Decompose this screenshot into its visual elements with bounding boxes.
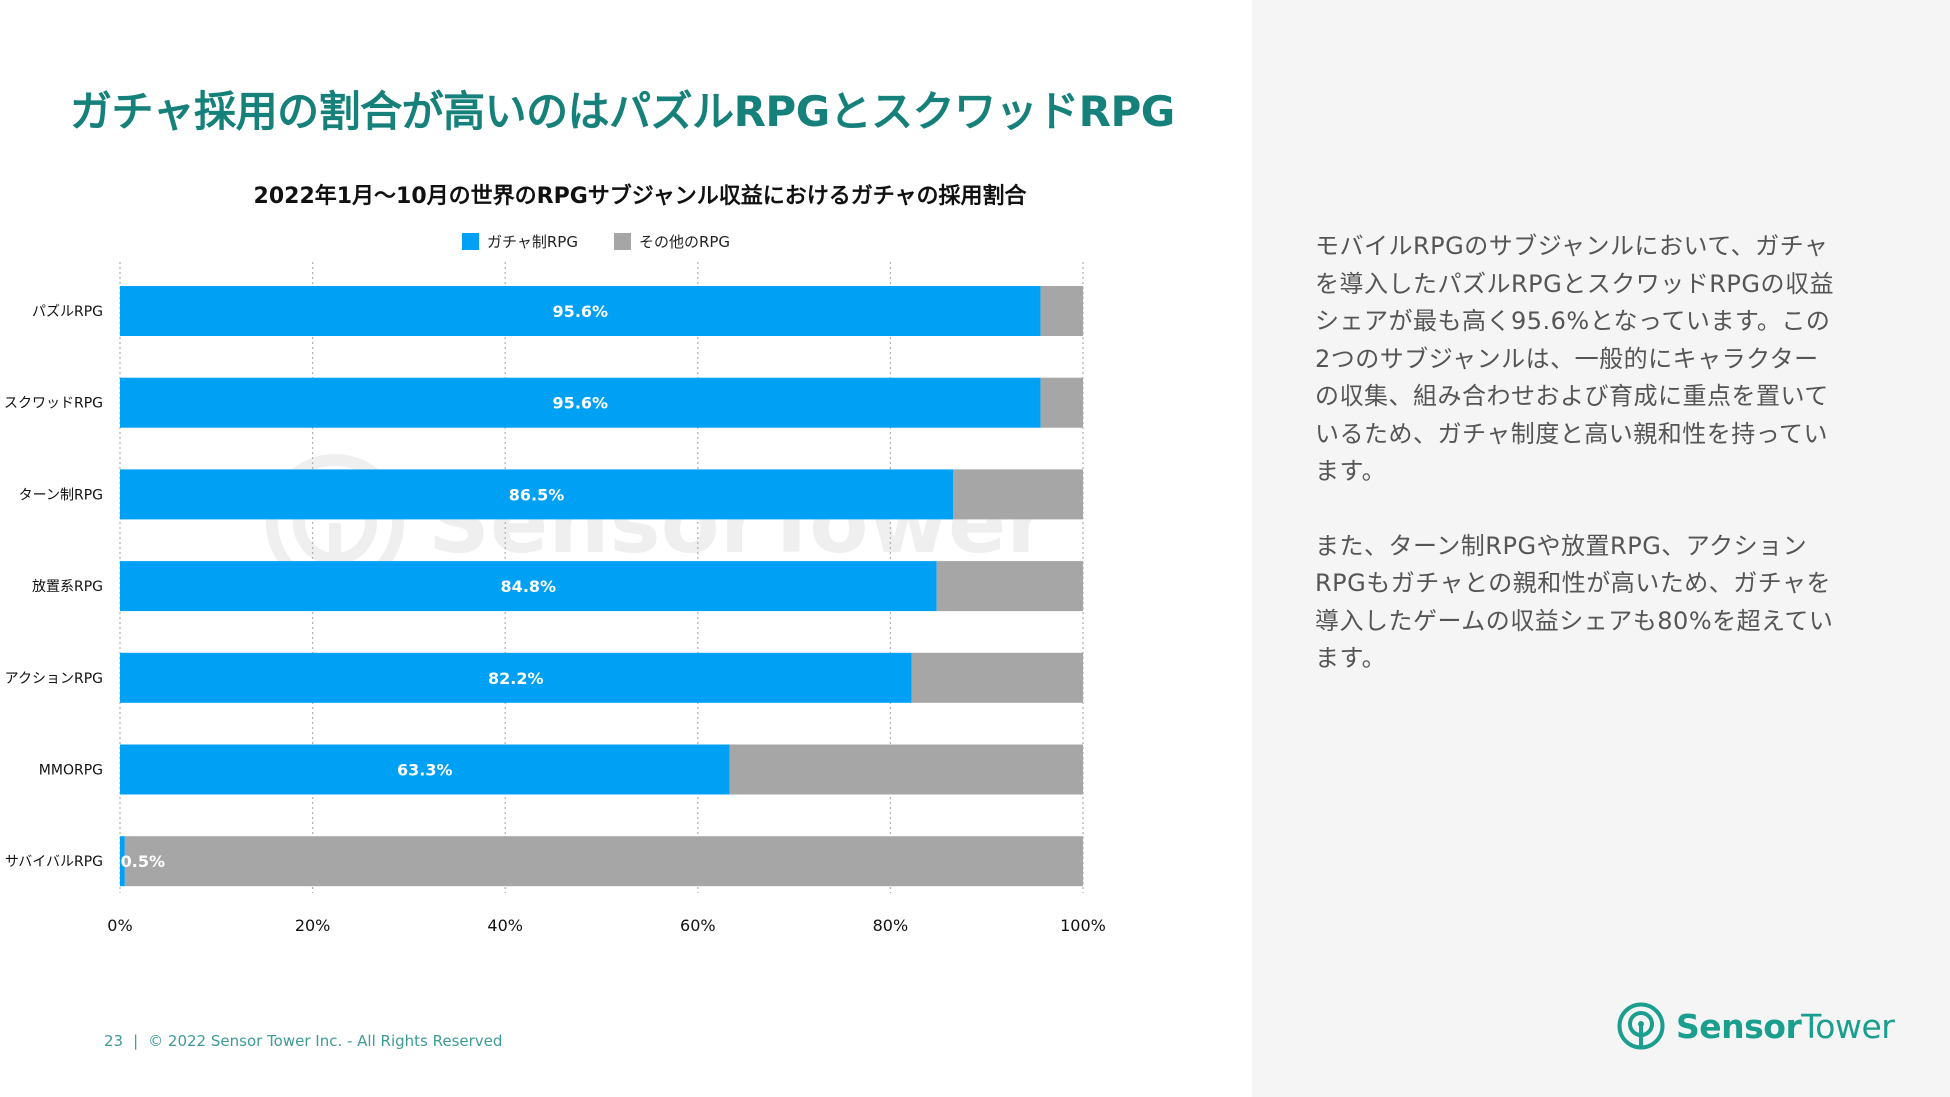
category-label: スクワッドRPG (4, 396, 103, 412)
legend-item-other: その他のRPG (613, 231, 731, 252)
bar-other (936, 561, 1083, 612)
bar-other (1040, 286, 1083, 336)
bar-gacha (120, 286, 1041, 336)
x-tick-label: 80% (873, 916, 909, 935)
chart-legend: ガチャ制RPG その他のRPG (462, 230, 730, 252)
x-tick-label: 60% (680, 916, 716, 935)
legend-swatch-gacha (462, 232, 479, 250)
legend-label-other: その他のRPG (638, 232, 731, 251)
category-label: パズルRPG (32, 304, 103, 320)
data-label: 95.6% (553, 302, 609, 321)
x-tick-label: 20% (295, 916, 331, 935)
page-title: ガチャ採用の割合が高いのはパズルRPGとスクワッドRPG (70, 87, 1175, 136)
category-label: ターン制RPG (19, 487, 103, 503)
bar-other (729, 744, 1083, 795)
bar-gacha (120, 744, 730, 795)
bar-gacha (120, 836, 125, 887)
x-tick-label: 0% (107, 916, 132, 935)
legend-label-gacha: ガチャ制RPG (487, 232, 578, 251)
bar-gacha (120, 377, 1041, 428)
bar-gacha (120, 469, 953, 520)
bar-other (952, 469, 1083, 520)
category-label: サバイバルRPG (5, 854, 103, 870)
category-label: 放置系RPG (32, 579, 103, 595)
bar-other (911, 652, 1083, 703)
bar-other (1040, 377, 1083, 428)
data-label: 63.3% (397, 761, 453, 780)
right-panel (1252, 0, 1950, 1097)
category-label: MMORPG (39, 763, 103, 779)
bar-gacha (120, 652, 912, 703)
bar-chart: 0% 20% 40% 60% 80% 100% パズルRPG 95.6% スクワッドRPG 95.… (4, 262, 1106, 935)
x-tick-label: 100% (1060, 916, 1106, 935)
data-label: 82.2% (488, 669, 544, 688)
logo-text-bold: Sensor (1676, 1006, 1802, 1046)
bar-gacha (120, 561, 937, 612)
footer-separator: | (133, 1032, 139, 1050)
logo-text: SensorTower (1676, 1006, 1895, 1046)
copyright: © 2022 Sensor Tower Inc. - All Rights Re… (148, 1032, 503, 1050)
logo-text-light: Tower (1801, 1006, 1895, 1046)
chart-title: 2022年1月〜10月の世界のRPGサブジャンル収益におけるガチャの採用割合 (253, 184, 1027, 209)
description: モバイルRPGのサブジャンルにおいて、ガチャを導入したパズルRPGとスクワッドR… (1315, 228, 1835, 715)
data-label: 84.8% (501, 577, 557, 596)
data-label: 86.5% (509, 485, 565, 504)
category-label: アクションRPG (5, 671, 103, 687)
data-label: 0.5% (121, 852, 165, 871)
x-tick-label: 40% (487, 916, 523, 935)
legend-item-gacha: ガチャ制RPG (462, 231, 578, 252)
footer: 23 | © 2022 Sensor Tower Inc. - All Rights… (104, 1032, 502, 1050)
sensor-tower-logo-icon (1617, 1002, 1665, 1050)
bar-other (124, 836, 1083, 887)
page-number: 23 (104, 1032, 124, 1050)
description-paragraph-2: また、ターン制RPGや放置RPG、アクションRPGもガチャとの親和性が高いため、… (1315, 531, 1834, 673)
data-label: 95.6% (553, 394, 609, 413)
legend-swatch-other (613, 232, 631, 250)
description-paragraph-1: モバイルRPGのサブジャンルにおいて、ガチャを導入したパズルRPGとスクワッドR… (1315, 232, 1834, 485)
sensor-tower-logo: SensorTower (1616, 1000, 1895, 1052)
